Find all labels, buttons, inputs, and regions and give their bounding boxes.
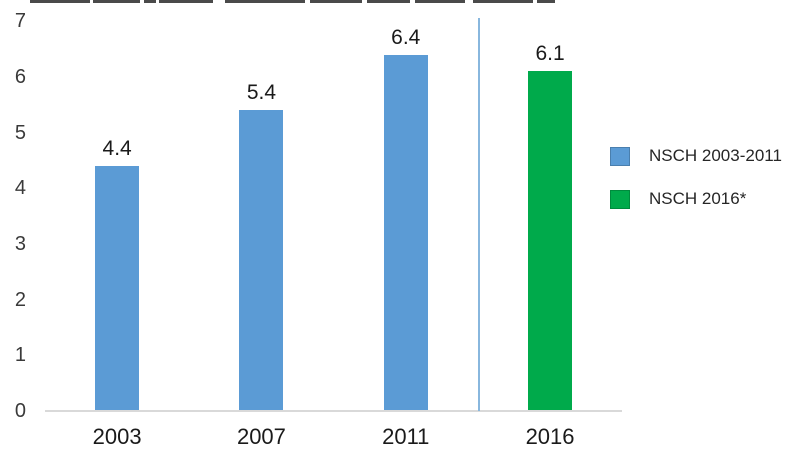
legend-item-nsch-2016: NSCH 2016*: [610, 188, 746, 210]
x-axis-line: [45, 410, 622, 412]
y-tick-label: 5: [14, 121, 26, 144]
x-tick-label-2016: 2016: [525, 424, 575, 449]
legend-label: NSCH 2016*: [649, 189, 747, 208]
data-label-2003: 4.4: [102, 137, 132, 160]
cropped-title-fragment: [415, 0, 465, 3]
cropped-title-fragment: [144, 0, 156, 3]
y-axis: 0 1 2 3 4 5 6 7: [0, 0, 28, 457]
legend-label: NSCH 2003-2011: [649, 146, 782, 165]
cropped-title-fragment: [367, 0, 410, 3]
y-tick-label: 7: [14, 10, 26, 33]
bar-2016: [528, 71, 573, 411]
y-tick-label: 0: [14, 400, 26, 422]
y-tick-label: 6: [14, 65, 26, 88]
bar-2011: [383, 55, 428, 411]
data-label-2016: 6.1: [535, 42, 565, 65]
cropped-title-fragment: [537, 0, 555, 3]
legend-swatch-blue: [610, 146, 630, 166]
x-tick-label-2003: 2003: [92, 424, 142, 449]
x-tick-label-2011: 2011: [382, 424, 430, 449]
cropped-title-fragment: [473, 0, 533, 3]
cropped-title-fragment: [310, 0, 362, 3]
x-tick-label-2007: 2007: [236, 424, 286, 449]
y-tick-label: 4: [14, 177, 26, 200]
y-tick-label: 2: [14, 288, 26, 311]
cropped-title-fragment: [30, 0, 90, 3]
data-label-2007: 5.4: [246, 81, 277, 104]
cropped-title-fragment: [93, 0, 140, 3]
y-tick-label: 1: [14, 344, 26, 367]
legend-swatch-green: [610, 189, 630, 209]
bar-2003: [95, 166, 140, 411]
cropped-title-fragment: [225, 0, 305, 3]
data-label-2011: 6.4: [391, 26, 421, 49]
legend-item-nsch-2003-2011: NSCH 2003-2011: [610, 145, 782, 167]
y-tick-label: 3: [14, 232, 26, 255]
series-separator-line: [478, 18, 480, 411]
bar-2007: [239, 110, 284, 411]
cropped-title-fragment: [159, 0, 213, 3]
